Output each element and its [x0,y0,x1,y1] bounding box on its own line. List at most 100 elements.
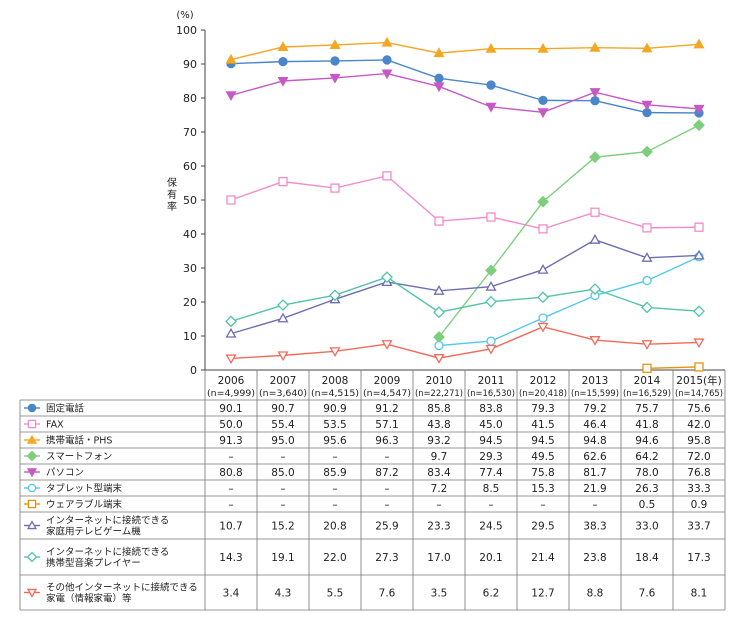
table-value: 85.8 [427,403,450,415]
series-2-point [537,42,549,53]
series-4-point [381,69,393,80]
table-value: 95.8 [687,435,710,447]
table-value: 7.2 [431,483,448,495]
table-value: 20.1 [479,552,502,564]
legend-label: FAX [46,420,64,431]
table-value: 81.7 [583,467,606,479]
table-value: 50.0 [219,419,242,431]
series-1-point [226,195,236,205]
table-value: 46.4 [583,419,607,431]
table-value: 19.1 [271,552,294,564]
series-4-point [537,108,549,119]
y-tick-label: 50 [183,194,197,207]
table-value: 42.0 [687,419,710,431]
series-9-point [225,354,237,365]
series-1-point [434,216,444,226]
y-tick-label: 10 [183,330,197,343]
series-4-line [230,72,700,113]
series-3-point [537,195,549,208]
series-5-line [438,256,700,347]
table-value: 94.8 [583,435,606,447]
table-value: 27.3 [375,552,398,564]
table-value: 3.4 [223,588,240,600]
series-8-point [589,283,601,295]
series-5-point [642,275,652,286]
series-3-point [485,264,497,277]
year-label: 2013 [582,375,609,387]
table-value: – [592,499,597,511]
table-value: 3.5 [431,588,448,600]
table-value: 85.9 [323,467,346,479]
table-value: – [332,483,337,495]
sample-size-label: (n=4,999) [207,389,255,399]
table-value: 78.0 [635,467,658,479]
table-value: 17.0 [427,552,450,564]
series-2-point [225,53,237,64]
series-8-point [641,301,653,314]
table-value: 38.3 [583,521,606,533]
series-8-point [277,299,289,311]
table-value: 21.4 [531,552,555,564]
table-value: 6.2 [483,588,500,600]
series-2-point [433,47,445,58]
y-tick-label: 100 [176,24,197,37]
table-value: – [228,499,233,511]
series-8-point [329,289,341,302]
legend-label: スマートフォン [46,452,112,463]
y-tick-label: 70 [183,126,197,139]
table-value: 80.8 [219,467,242,479]
table-value: 83.4 [427,467,451,479]
legend-label: 携帯電話・PHS [46,435,112,447]
table-value: 5.5 [327,588,344,600]
series-5-point [486,336,496,346]
series-7-point [537,263,549,274]
series-7-point [277,312,289,323]
table-value: 0.9 [691,499,708,511]
table-value: 33.7 [687,521,710,533]
table-value: 23.8 [583,552,606,564]
series-6-line [646,366,700,369]
table-value: 29.3 [479,451,502,463]
series-7-point [589,234,601,244]
table-value: 41.5 [531,419,554,431]
series-3-point [693,119,705,132]
series-4-point [693,104,705,115]
table-value: 83.8 [479,403,502,415]
table-value: 75.7 [635,403,658,415]
series-4-point [485,102,497,113]
series-8-line [230,276,700,323]
legend-marker [26,551,38,563]
year-label: 2009 [374,375,401,387]
series-0-point [434,73,444,83]
series-6-point [694,362,704,372]
table-value: 7.6 [379,588,396,600]
sample-size-label: (n=4,547) [363,389,411,399]
series-8-point [225,315,237,328]
series-1-point [694,222,704,232]
table-value: 96.3 [375,435,398,447]
table-value: 15.3 [531,483,554,495]
series-8-point [381,271,393,284]
table-value: 53.5 [323,419,346,431]
legend-label: 家庭用テレビゲーム機 [46,526,141,538]
series-3-point [641,145,653,158]
table-value: 17.3 [687,552,710,564]
table-value: 64.2 [635,451,658,463]
sample-size-label: (n=16,529) [623,389,671,399]
series-9-point [329,347,341,358]
legend-marker [27,499,37,509]
table-value: 33.3 [687,483,710,495]
sample-size-label: (n=20,418) [519,389,567,399]
y-tick-label: 0 [190,364,197,377]
series-1-point [486,212,496,222]
legend-marker [26,520,38,530]
series-1-point [642,223,652,233]
series-0-point [278,56,288,67]
series-4-point [433,82,445,93]
series-9-line [230,326,700,360]
series-8-point [693,305,705,318]
table-value: 72.0 [687,451,710,463]
table-value: 76.8 [687,467,710,479]
table-value: 62.6 [583,451,607,463]
legend-label: 固定電話 [46,403,85,415]
